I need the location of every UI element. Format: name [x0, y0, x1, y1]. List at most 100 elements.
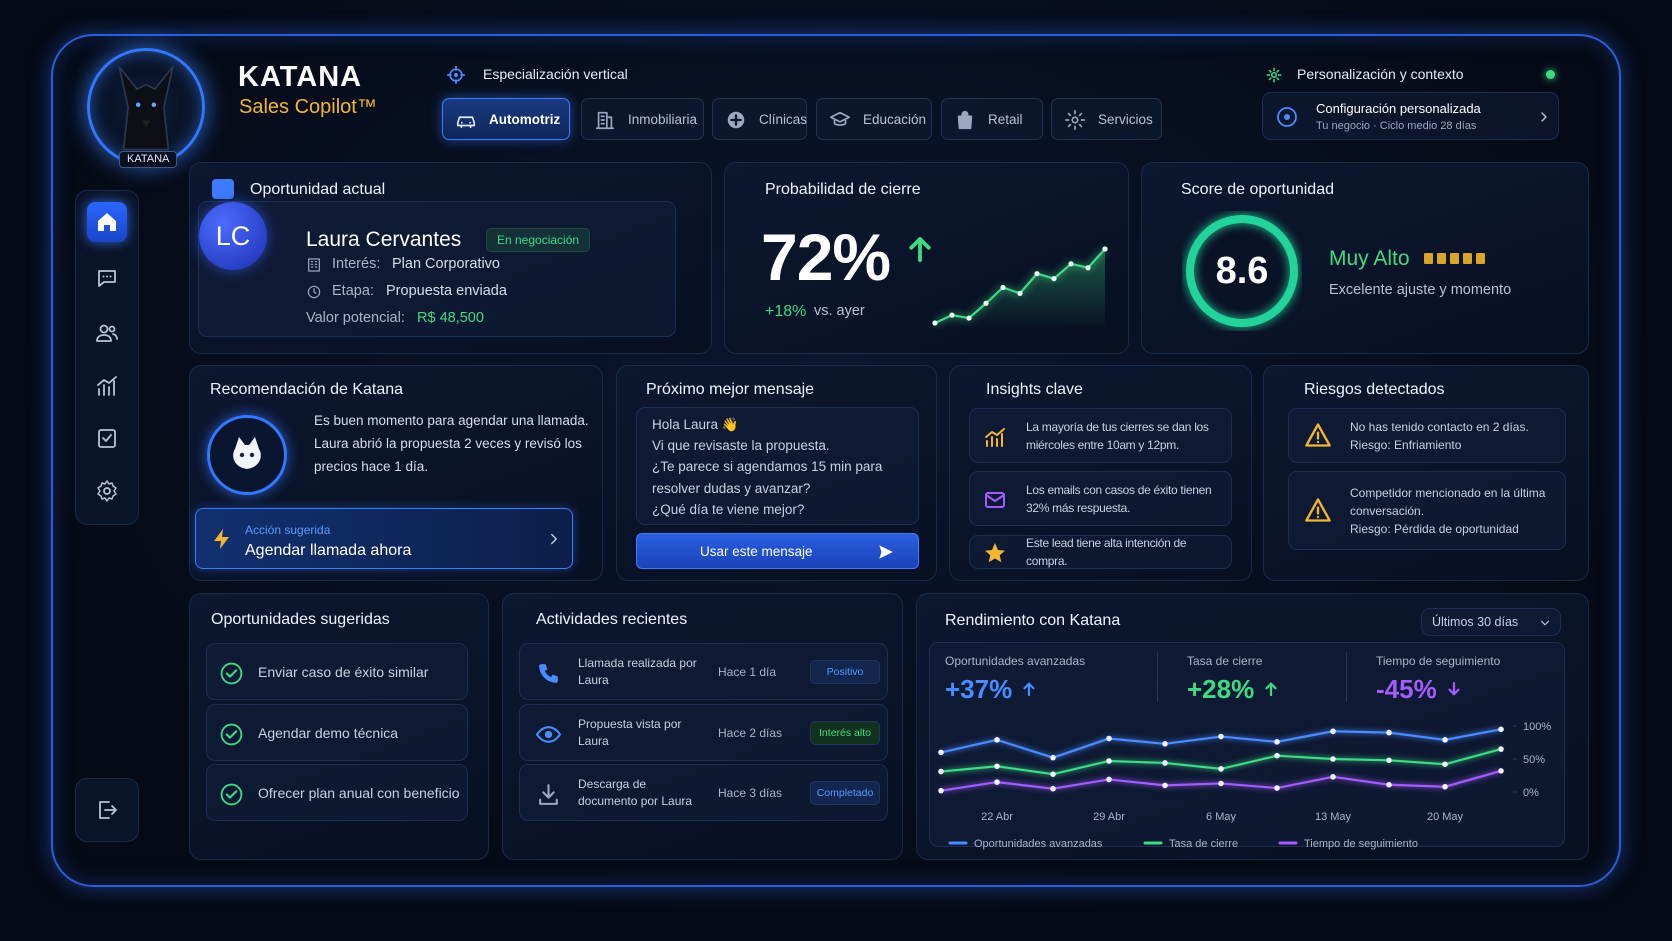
score-note: Excelente ajuste y momento [1329, 282, 1512, 298]
vertical-tab[interactable]: Educación [816, 98, 932, 140]
icon-shape [957, 110, 973, 130]
frame [51, 34, 1621, 887]
activity-tag: Positivo [810, 659, 880, 684]
icon-shape [539, 663, 558, 683]
nav-item[interactable] [95, 210, 119, 234]
use-message-button[interactable]: Usar este mensaje [636, 533, 919, 569]
icon-shape [539, 783, 558, 805]
icon-shape [98, 429, 116, 448]
icon [983, 425, 1007, 449]
icon-shape [97, 480, 117, 502]
vertical-tab[interactable]: Servicios [1051, 98, 1162, 140]
level-block [1437, 253, 1446, 264]
suggestion-text: Enviar caso de éxito similar [258, 663, 429, 680]
y-tick-label: 0% [1523, 787, 1539, 799]
icon-shape [220, 723, 243, 745]
recommendation-card: Recomendación de Katana Es buen momento p… [189, 365, 603, 581]
icon-shape [220, 662, 243, 684]
icon [954, 109, 976, 131]
icon [1304, 421, 1332, 449]
nav-item[interactable] [95, 374, 119, 398]
nav-item[interactable] [95, 266, 119, 290]
series-point [1162, 782, 1168, 789]
action-button[interactable]: Acción sugerida Agendar llamada ahora [195, 508, 573, 569]
sparkline-point [1102, 246, 1108, 252]
opportunity-card: Oportunidad actual LC Laura Cervantes En ne… [189, 162, 712, 354]
icon-shape [103, 487, 111, 495]
icon-shape [1266, 67, 1282, 83]
insight-item: Los emails con casos de éxito tienen 32%… [969, 471, 1232, 526]
icon [536, 722, 561, 747]
logout[interactable] [75, 778, 139, 842]
period-dropdown[interactable]: Últimos 30 días [1421, 608, 1561, 636]
series-point [938, 749, 944, 756]
icon-shape [456, 116, 476, 129]
icon-shape [595, 111, 615, 130]
icon-shape [544, 730, 553, 738]
icon-shape [957, 110, 973, 130]
y-tick-label: 50% [1523, 754, 1545, 766]
icon [725, 109, 747, 131]
series-point [1442, 761, 1448, 768]
score-level: Muy Alto [1329, 246, 1410, 270]
icon [1262, 679, 1280, 699]
activity-item: Propuesta vista por Laura Hace 2 días Inte… [519, 704, 888, 761]
icon-shape [225, 729, 238, 739]
next-message-card: Próximo mejor mensaje Hola Laura 👋 Vi que … [616, 365, 937, 581]
katana-avatar [207, 415, 287, 495]
suggestion-item[interactable]: Enviar caso de éxito similar [206, 643, 468, 700]
ring-fill [1186, 215, 1298, 327]
icon-shape [985, 427, 1005, 447]
card-icon [212, 179, 234, 199]
series-point [1274, 739, 1280, 745]
kpi-value: -45% [1376, 673, 1437, 704]
icon-shape [1023, 682, 1035, 697]
level-block [1476, 253, 1485, 264]
config-title: Configuración personalizada [1316, 100, 1481, 116]
activity-tag: Completado [810, 780, 880, 805]
suggestion-item[interactable]: Agendar demo técnica [206, 704, 468, 761]
icon-shape [1540, 620, 1550, 626]
icon-shape [141, 120, 151, 128]
vertical-tab[interactable]: Clínicas [712, 98, 807, 140]
message-line: Vi que revisaste la propuesta. [652, 437, 830, 453]
series-point [938, 787, 944, 794]
y-tick-label: 100% [1523, 721, 1551, 733]
icon-shape [1284, 114, 1290, 120]
vertical-tab[interactable]: Inmobiliaria [581, 98, 704, 140]
kpi-label: Tasa de cierre [1187, 653, 1263, 668]
icon [219, 722, 244, 747]
card-title: Riesgos detectados [1304, 381, 1445, 399]
suggestion-item[interactable]: Ofrecer plan anual con beneficio [206, 764, 468, 821]
status-dot [1546, 70, 1555, 79]
nav-item[interactable] [95, 426, 119, 450]
icon-shape [830, 111, 850, 126]
nav-item[interactable] [95, 479, 119, 503]
icon-shape [727, 111, 745, 129]
icon [1265, 66, 1283, 84]
icon-shape [99, 801, 117, 819]
activity-item: Llamada realizada por Laura Hace 1 día Pos… [519, 643, 888, 700]
nav-item[interactable] [95, 321, 119, 345]
tab-label: Clínicas [759, 111, 808, 127]
config-button[interactable]: Configuración personalizada Tu negocio · … [1262, 92, 1559, 140]
vertical-tab[interactable]: Retail [941, 98, 1043, 140]
kpi-value: +37% [945, 673, 1013, 704]
icon [1275, 105, 1299, 129]
icon-shape [310, 261, 318, 268]
icon-shape [1316, 440, 1320, 443]
section-title: Personalización y contexto [1297, 66, 1464, 83]
avatar: LC [199, 202, 267, 270]
card-title: Próximo mejor mensaje [646, 381, 815, 399]
tab-label: Educación [863, 111, 927, 127]
icon-shape [308, 258, 320, 272]
risk-text-block: Competidor mencionado en la última conve… [1350, 484, 1555, 538]
field-label: Etapa: [332, 283, 374, 299]
level-block [1424, 253, 1433, 264]
icon [1304, 496, 1332, 524]
vertical-tab[interactable]: Automotriz [442, 98, 570, 140]
icon-shape [98, 213, 116, 231]
series-point [1442, 783, 1448, 790]
series-point [1442, 737, 1448, 743]
